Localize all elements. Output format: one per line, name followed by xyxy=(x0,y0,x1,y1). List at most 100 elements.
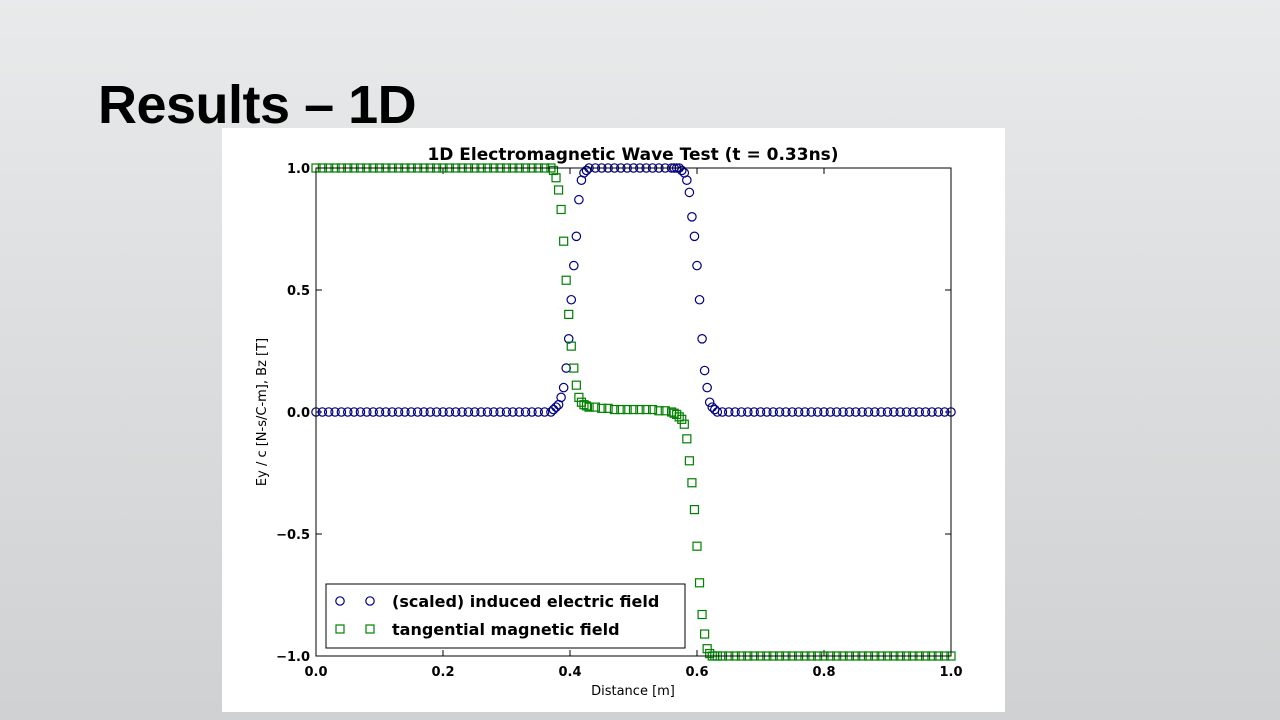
data-point xyxy=(707,402,718,412)
data-point xyxy=(349,407,359,417)
data-point xyxy=(609,404,620,415)
data-point xyxy=(694,294,705,305)
data-point xyxy=(571,380,581,390)
data-point xyxy=(641,404,651,415)
data-point xyxy=(548,165,559,176)
data-point xyxy=(569,260,579,271)
data-point xyxy=(704,397,715,408)
data-point xyxy=(781,407,791,417)
data-point xyxy=(469,407,480,417)
legend-label: tangential magnetic field xyxy=(392,620,620,639)
data-point xyxy=(581,165,592,176)
data-point xyxy=(689,505,700,515)
data-point xyxy=(687,212,697,222)
data-point xyxy=(687,478,697,488)
data-point xyxy=(762,407,772,417)
legend-box xyxy=(325,583,686,649)
chart-title: 1D Electromagnetic Wave Test (t = 0.33ns… xyxy=(427,145,838,165)
data-point xyxy=(571,231,582,242)
data-point xyxy=(482,407,493,417)
data-point xyxy=(508,407,518,417)
data-point xyxy=(628,404,639,415)
data-point xyxy=(647,404,658,415)
data-point xyxy=(677,414,687,424)
y-tick-label: 0.0 xyxy=(287,406,310,421)
plot-frame xyxy=(315,167,952,657)
data-point xyxy=(514,407,524,417)
data-point xyxy=(933,407,944,417)
data-point xyxy=(330,407,340,417)
data-point xyxy=(768,407,778,417)
data-point xyxy=(616,404,626,415)
legend-marker xyxy=(335,596,345,606)
data-point xyxy=(939,407,950,417)
data-point xyxy=(556,204,566,215)
data-point xyxy=(697,333,707,344)
data-point xyxy=(574,392,584,402)
data-point xyxy=(682,175,692,185)
data-point xyxy=(742,407,753,417)
data-point xyxy=(793,407,804,417)
data-point xyxy=(342,407,353,417)
data-point xyxy=(393,407,404,417)
x-tick-label: 0.2 xyxy=(431,665,454,680)
data-point xyxy=(702,382,712,393)
data-point xyxy=(920,407,931,417)
data-point xyxy=(869,407,880,417)
data-point xyxy=(374,407,385,417)
data-point xyxy=(533,407,544,417)
data-point xyxy=(476,407,486,417)
data-point xyxy=(676,165,687,176)
legend-marker xyxy=(365,596,375,606)
data-point xyxy=(559,236,569,246)
data-point xyxy=(666,407,677,417)
data-point xyxy=(566,341,576,351)
data-point xyxy=(527,407,537,417)
data-point xyxy=(684,456,694,466)
data-point xyxy=(556,392,566,403)
data-point xyxy=(774,407,785,417)
data-point xyxy=(431,407,442,417)
data-point xyxy=(825,407,836,417)
data-point xyxy=(548,404,559,415)
data-point xyxy=(838,407,848,417)
slide-title: Results – 1D xyxy=(98,75,417,135)
data-point xyxy=(406,407,417,417)
data-point xyxy=(692,260,702,271)
data-point xyxy=(551,402,561,412)
x-tick-label: 1.0 xyxy=(939,665,962,680)
y-tick-label: −0.5 xyxy=(276,528,310,543)
data-point xyxy=(317,407,328,417)
data-point xyxy=(574,194,584,205)
y-axis-label: Ey / c [N-s/C-m], Bz [T] xyxy=(255,338,270,486)
data-point xyxy=(692,541,702,551)
legend-label: (scaled) induced electric field xyxy=(392,592,659,611)
data-point xyxy=(882,407,893,417)
legend-marker xyxy=(365,624,375,634)
y-tick-label: 0.5 xyxy=(287,284,310,299)
data-point xyxy=(730,407,740,417)
x-tick-label: 0.0 xyxy=(304,665,327,680)
data-point xyxy=(590,402,601,412)
data-point xyxy=(381,407,391,417)
data-point xyxy=(566,294,577,305)
data-point xyxy=(914,407,925,417)
data-point xyxy=(712,407,723,417)
data-point xyxy=(520,407,531,417)
data-point xyxy=(908,407,918,417)
data-point xyxy=(755,407,766,417)
data-point xyxy=(438,407,448,417)
data-point xyxy=(444,407,455,417)
x-tick-label: 0.6 xyxy=(685,665,708,680)
data-point xyxy=(539,407,550,417)
data-point xyxy=(501,407,512,417)
data-point xyxy=(563,333,574,344)
data-point xyxy=(689,231,700,242)
data-point xyxy=(546,407,556,417)
data-point xyxy=(723,407,734,417)
data-point xyxy=(569,363,579,373)
data-point xyxy=(850,407,861,417)
data-point xyxy=(876,407,886,417)
data-point xyxy=(717,407,728,417)
